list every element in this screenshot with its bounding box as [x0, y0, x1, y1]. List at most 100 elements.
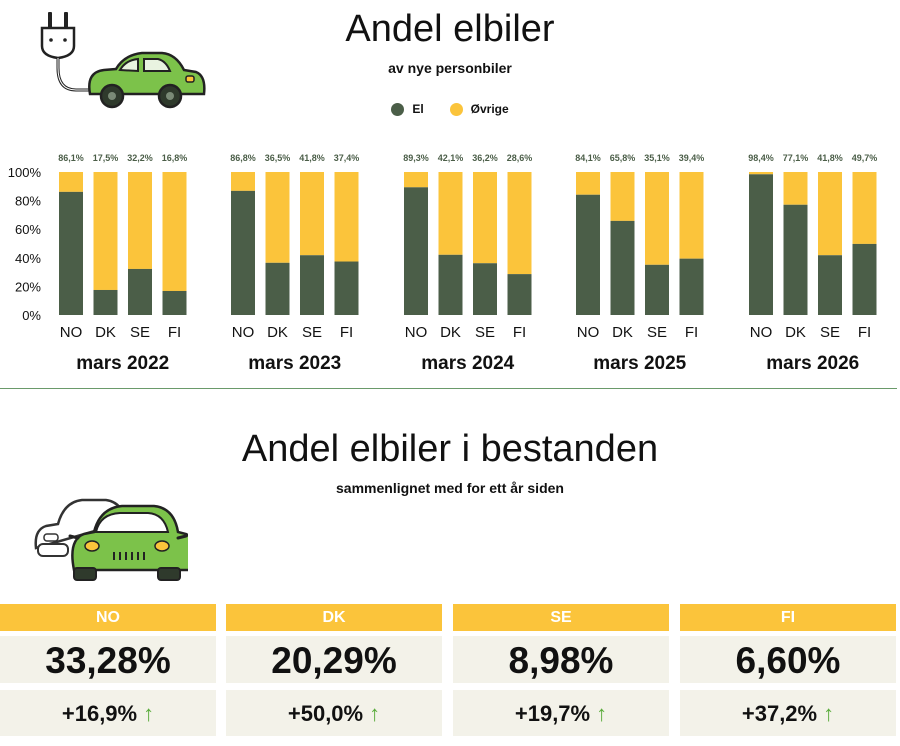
bar-ovrige — [231, 172, 255, 191]
y-tick-label: 0% — [22, 308, 41, 323]
y-tick-label: 60% — [15, 222, 41, 237]
card-change: +37,2% ↑ — [680, 690, 896, 736]
bar-el — [783, 204, 808, 315]
x-tick-label: SE — [130, 324, 150, 341]
bar-el — [610, 220, 635, 315]
group-label: mars 2026 — [766, 353, 859, 374]
bar-el — [679, 258, 704, 315]
x-tick-label: FI — [340, 324, 353, 341]
bar-ovrige — [783, 172, 808, 205]
y-tick-label: 20% — [15, 279, 41, 294]
bar-ovrige — [404, 172, 428, 188]
bar-el — [93, 289, 118, 315]
card-change-value: +16,9% — [61, 701, 138, 726]
arrow-up-icon: ↑ — [596, 701, 608, 726]
bar-ovrige — [265, 172, 290, 263]
bar-el — [59, 191, 83, 315]
x-tick-label: DK — [785, 324, 806, 341]
x-tick-label: DK — [612, 324, 633, 341]
data-label: 49,7% — [852, 153, 878, 163]
card-change-value: +50,0% — [287, 701, 364, 726]
bar-ovrige — [93, 172, 118, 290]
x-tick-label: FI — [858, 324, 871, 341]
legend: El Øvrige — [0, 102, 900, 116]
x-tick-label: NO — [750, 324, 773, 341]
y-tick-label: 100% — [8, 165, 42, 180]
arrow-up-icon: ↑ — [143, 701, 155, 726]
x-tick-label: DK — [95, 324, 116, 341]
data-label: 77,1% — [783, 153, 809, 163]
group-label: mars 2025 — [593, 353, 686, 374]
bar-ovrige — [334, 172, 359, 262]
card-se: SE 8,98% +19,7% ↑ — [453, 604, 669, 736]
bar-ovrige — [679, 172, 704, 259]
legend-label-el: El — [412, 102, 424, 116]
bar-ovrige — [162, 172, 187, 291]
card-fi: FI 6,60% +37,2% ↑ — [680, 604, 896, 736]
bar-el — [404, 187, 428, 315]
data-label: 17,5% — [93, 153, 119, 163]
bar-el — [438, 254, 463, 315]
legend-label-ovrige: Øvrige — [470, 102, 509, 116]
two-cars-icon — [34, 498, 188, 581]
card-value: 6,60% — [680, 636, 896, 683]
section2-subtitle: sammenlignet med for ett år siden — [336, 480, 564, 496]
bar-ovrige — [818, 172, 842, 256]
legend-item-el: El — [391, 102, 424, 116]
bar-el — [265, 262, 290, 315]
legend-swatch-ovrige — [449, 102, 463, 116]
x-tick-label: SE — [820, 324, 840, 341]
bar-el — [576, 194, 600, 315]
arrow-up-icon: ↑ — [823, 701, 835, 726]
bar-ovrige — [576, 172, 600, 195]
card-no: NO 33,28% +16,9% ↑ — [0, 604, 216, 736]
x-tick-label: FI — [168, 324, 181, 341]
x-tick-label: DK — [267, 324, 288, 341]
data-label: 42,1% — [438, 153, 464, 163]
card-change-value: +37,2% — [741, 701, 818, 726]
bar-el — [162, 290, 187, 315]
data-label: 65,8% — [610, 153, 636, 163]
bar-ovrige — [507, 172, 532, 275]
group-label: mars 2022 — [76, 353, 169, 374]
data-label: 86,1% — [58, 153, 84, 163]
data-label: 37,4% — [334, 153, 360, 163]
bar-el — [645, 264, 669, 315]
data-label: 36,2% — [472, 153, 498, 163]
bar-el — [818, 255, 842, 315]
x-tick-label: SE — [302, 324, 322, 341]
x-tick-label: FI — [685, 324, 698, 341]
data-label: 32,2% — [127, 153, 153, 163]
card-country: NO — [0, 604, 216, 631]
card-country: SE — [453, 604, 669, 631]
card-change-value: +19,7% — [514, 701, 591, 726]
data-label: 36,5% — [265, 153, 291, 163]
bar-ovrige — [128, 172, 152, 269]
data-label: 41,8% — [299, 153, 325, 163]
chart-title: Andel elbiler — [345, 8, 555, 50]
arrow-up-icon: ↑ — [369, 701, 381, 726]
card-value: 20,29% — [226, 636, 442, 683]
card-country: FI — [680, 604, 896, 631]
plug-car-icon — [40, 12, 206, 109]
bar-ovrige — [749, 172, 773, 175]
bar-el — [231, 190, 255, 315]
legend-swatch-el — [391, 102, 405, 116]
data-label: 16,8% — [162, 153, 188, 163]
x-tick-label: SE — [647, 324, 667, 341]
data-label: 35,1% — [644, 153, 670, 163]
bar-ovrige — [473, 172, 497, 264]
bar-el — [749, 174, 773, 315]
card-dk: DK 20,29% +50,0% ↑ — [226, 604, 442, 736]
data-label: 39,4% — [679, 153, 705, 163]
card-value: 33,28% — [0, 636, 216, 683]
bar-el — [852, 243, 877, 315]
x-tick-label: NO — [405, 324, 428, 341]
bar-el — [473, 263, 497, 315]
bar-ovrige — [438, 172, 463, 255]
bar-el — [300, 255, 324, 315]
data-label: 41,8% — [817, 153, 843, 163]
x-tick-label: FI — [513, 324, 526, 341]
y-tick-label: 80% — [15, 194, 41, 209]
bar-ovrige — [645, 172, 669, 265]
